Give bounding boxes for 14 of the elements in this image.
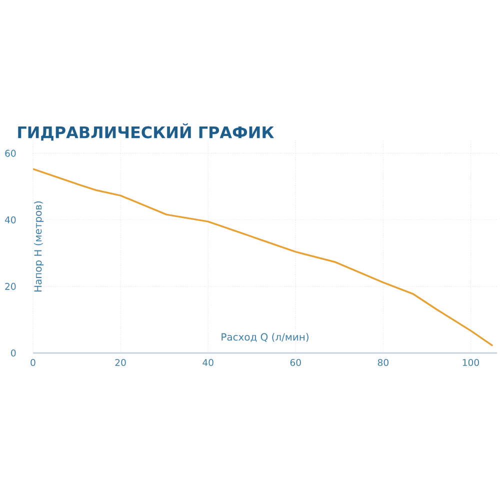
x-tick-label: 100: [462, 359, 479, 366]
line-series: [33, 168, 494, 347]
x-tick-label: 0: [30, 359, 36, 366]
x-tick-label: 80: [378, 359, 388, 366]
y-tick-label: 60: [5, 150, 16, 157]
x-tick-label: 60: [290, 359, 301, 366]
y-tick-label: 20: [5, 282, 16, 290]
x-tick-label: 20: [115, 359, 126, 366]
y-axis-title: Напор H (метров): [34, 201, 44, 292]
x-tick-label: 40: [202, 359, 214, 366]
x-axis-title: Расход Q (л/мин): [222, 332, 308, 342]
chart-title: ГИДРАВЛИЧЕСКИЙ ГРАФИК: [18, 123, 274, 141]
y-tick-label: 40: [4, 216, 16, 224]
y-tick-label: 0: [11, 349, 16, 357]
